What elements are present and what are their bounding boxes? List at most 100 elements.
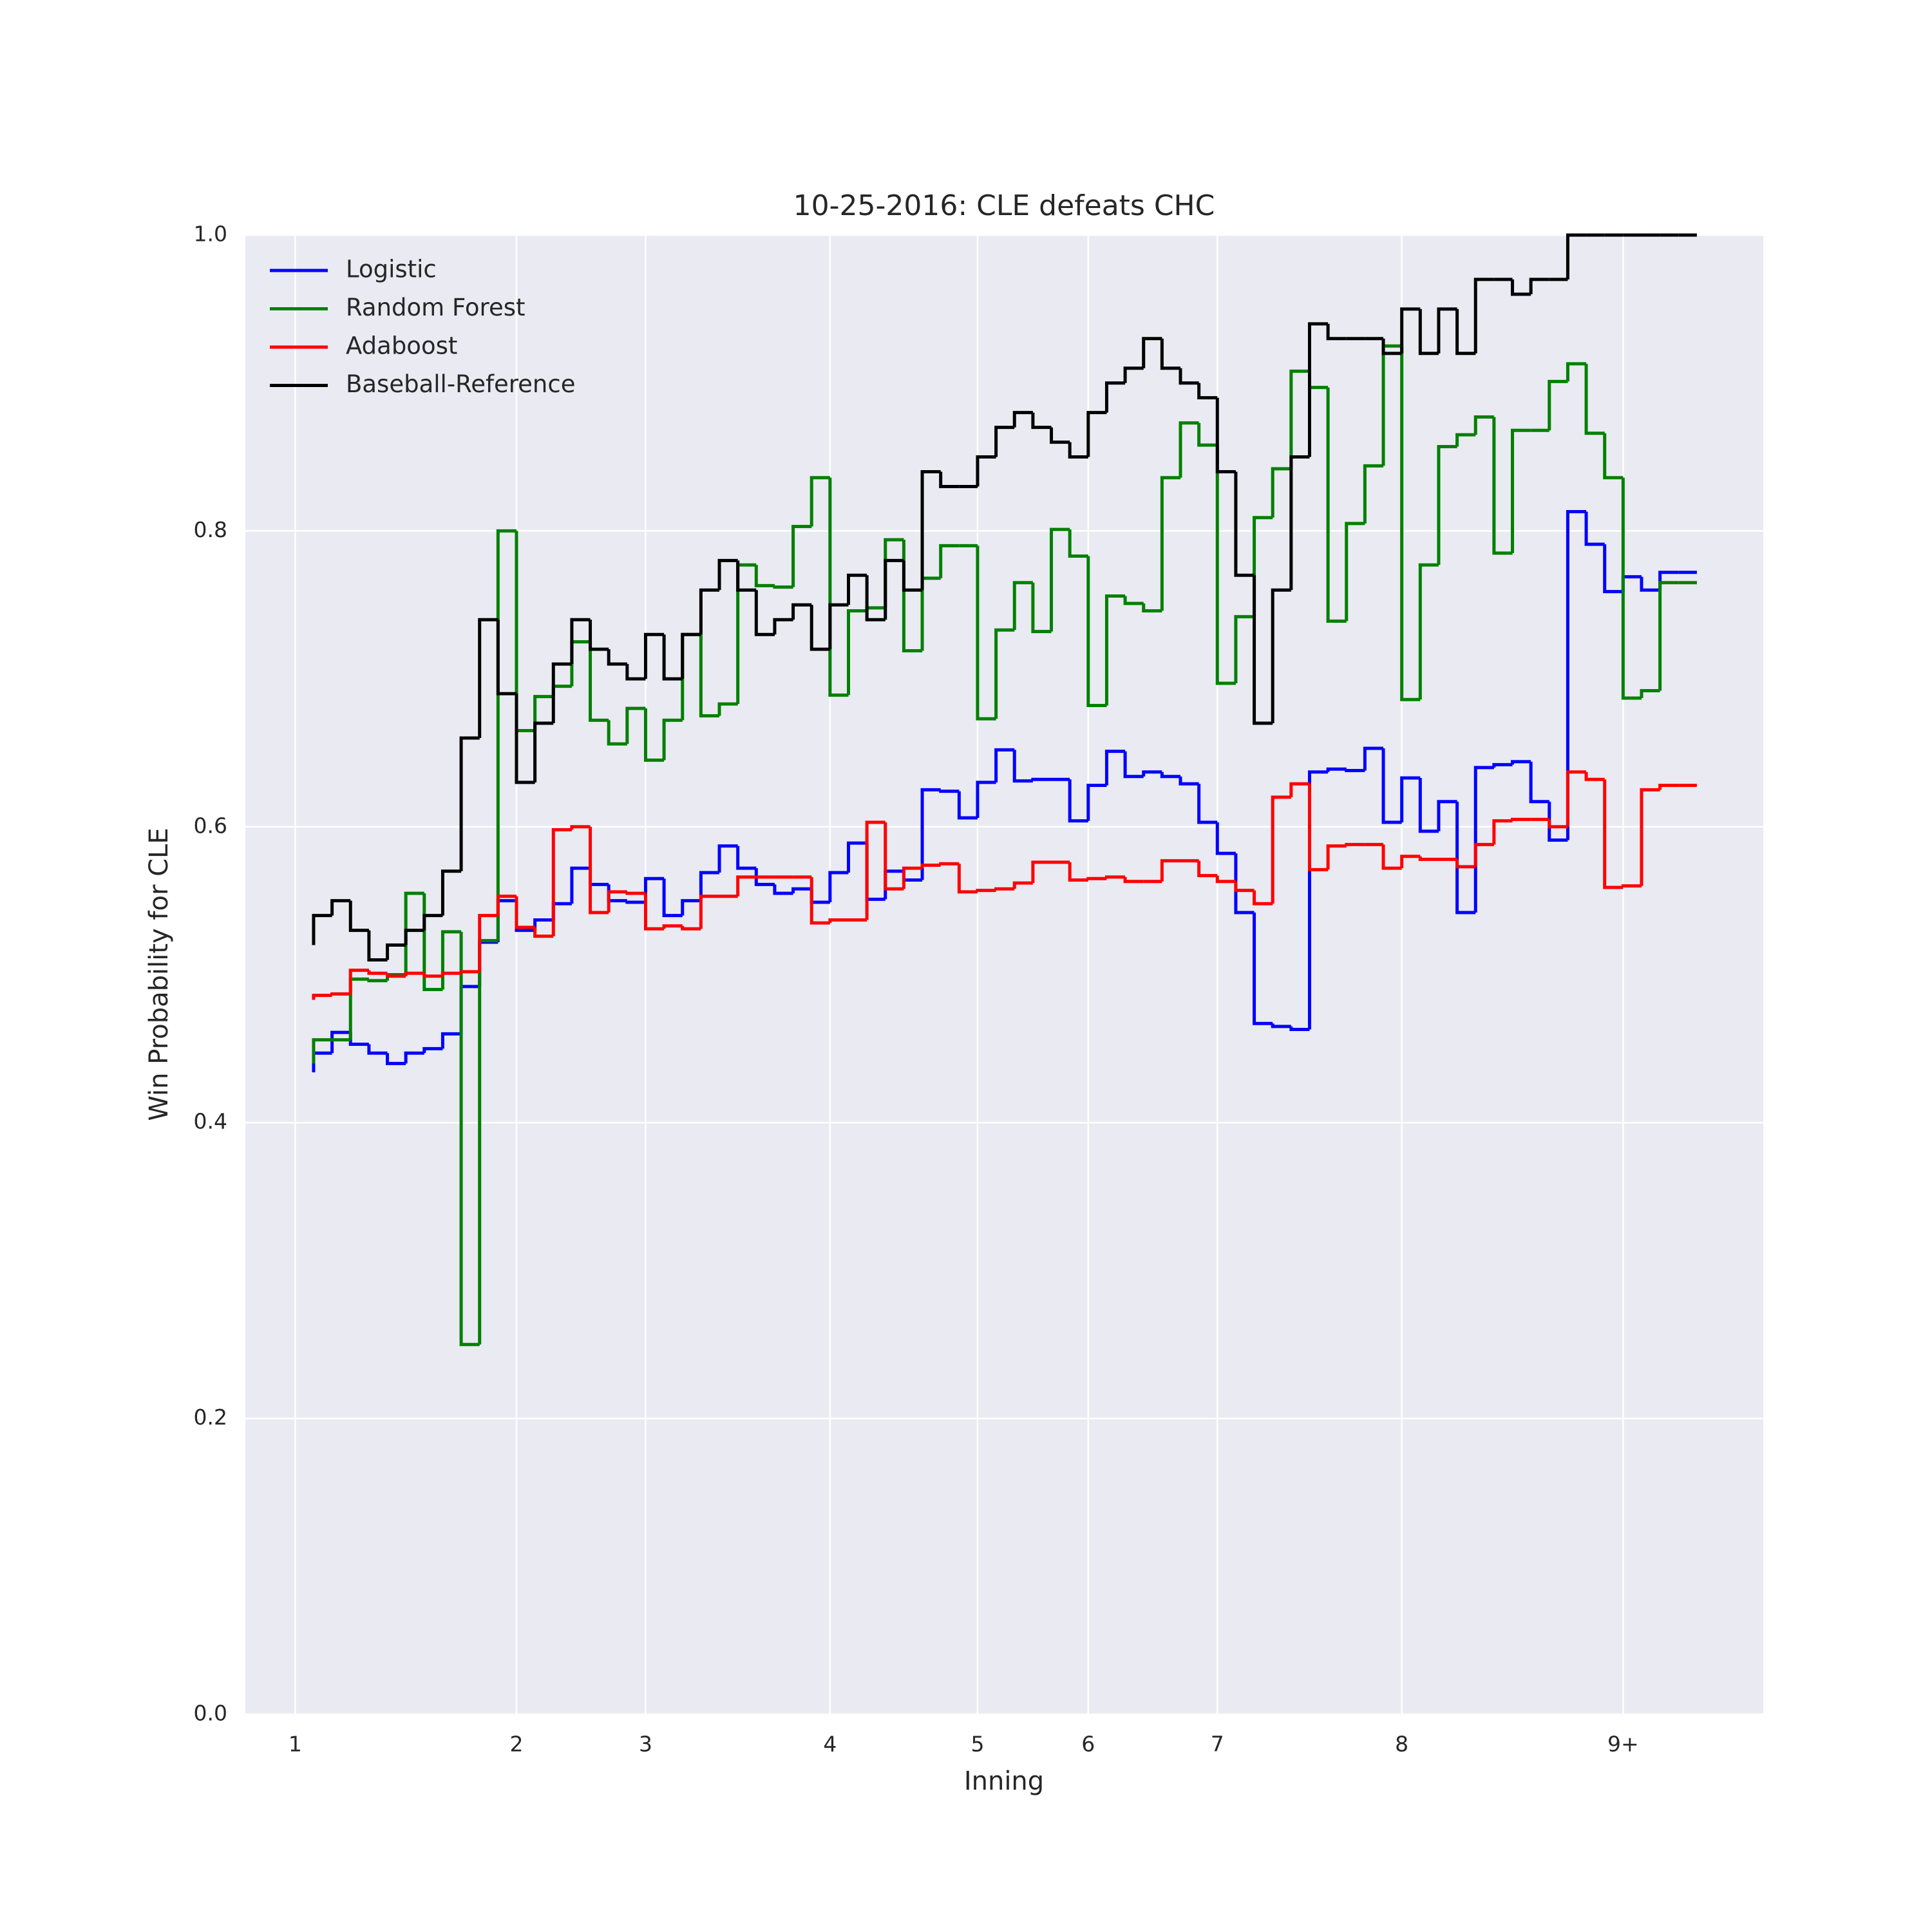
step-segment [976, 545, 996, 721]
x-tick-label: 2 [509, 1732, 523, 1757]
y-tick-label: 0.8 [194, 517, 227, 542]
step-segment [1455, 308, 1476, 355]
step-segment [994, 426, 1015, 457]
legend-label: Logistic [346, 256, 437, 283]
step-segment [1603, 544, 1624, 594]
step-segment [810, 476, 830, 527]
step-segment [1511, 428, 1531, 553]
step-segment [1253, 913, 1273, 1025]
x-tick-label: 5 [971, 1732, 984, 1757]
step-segment [1050, 527, 1070, 632]
step-segment [459, 931, 480, 1347]
step-segment [422, 1046, 443, 1054]
step-segment [920, 470, 941, 591]
step-segment [865, 820, 886, 920]
step-segment [643, 893, 665, 931]
step-segment [902, 866, 923, 889]
step-segment [607, 890, 627, 913]
step-segment [1086, 876, 1107, 880]
step-segment [404, 929, 424, 945]
step-segment [1068, 862, 1088, 882]
step-segment [1511, 760, 1531, 765]
step-segment [551, 662, 572, 724]
x-tick-label: 7 [1211, 1732, 1224, 1757]
step-segment [976, 889, 996, 893]
step-segment [1142, 770, 1162, 777]
step-segment [330, 899, 351, 916]
x-tick-label: 8 [1395, 1732, 1408, 1757]
step-segment [1603, 779, 1624, 889]
legend-label: Adaboost [346, 332, 457, 360]
step-segment [1123, 751, 1144, 779]
step-segment [570, 618, 591, 665]
step-segment [1215, 445, 1236, 685]
step-segment [1345, 522, 1365, 621]
step-segment [773, 618, 793, 635]
step-segment [1455, 801, 1476, 914]
step-segment [1437, 444, 1457, 565]
step-segment [994, 628, 1015, 719]
step-segment [1271, 795, 1291, 904]
step-segment [828, 603, 849, 650]
step-segment [589, 620, 609, 651]
step-segment [681, 899, 701, 916]
step-segment [440, 869, 462, 916]
step-segment [1326, 767, 1347, 772]
step-segment [312, 1038, 332, 1064]
step-segment [478, 914, 498, 972]
step-segment [515, 896, 535, 929]
step-segment [1418, 308, 1439, 355]
step-segment [994, 748, 1015, 782]
step-segment [1640, 688, 1660, 698]
step-segment [884, 822, 904, 891]
y-tick-label: 0.6 [194, 813, 227, 838]
step-segment [1381, 844, 1402, 870]
step-segment [1104, 875, 1126, 879]
step-segment [976, 455, 996, 487]
step-segment [1455, 859, 1476, 869]
step-segment [570, 866, 591, 904]
step-segment [496, 895, 516, 916]
step-segment [1326, 323, 1347, 341]
step-segment [1455, 433, 1476, 447]
step-segment [404, 1051, 424, 1064]
step-segment [1031, 860, 1052, 884]
step-segment [736, 846, 757, 870]
step-segment [1473, 415, 1494, 435]
step-segment [386, 973, 406, 978]
step-segment [625, 900, 646, 904]
step-segment [1234, 615, 1255, 683]
step-segment [1566, 362, 1587, 382]
step-segment [1086, 556, 1107, 707]
chart-title: 10-25-2016: CLE defeats CHC [793, 189, 1215, 222]
step-segment [1658, 581, 1679, 691]
step-segment [533, 927, 554, 938]
step-segment [404, 971, 424, 976]
step-segment [1012, 411, 1033, 428]
y-axis-label: Win Probability for CLE [144, 828, 174, 1121]
step-segment [367, 1044, 388, 1055]
step-segment [348, 969, 369, 994]
step-segment [1400, 307, 1421, 354]
step-segment [496, 529, 516, 941]
step-segment [1548, 801, 1568, 842]
step-segment [422, 914, 443, 931]
step-segment [1086, 411, 1107, 457]
step-segment [1584, 772, 1605, 781]
step-segment [1271, 1023, 1291, 1028]
step-segment [1363, 746, 1384, 771]
step-segment [496, 620, 516, 696]
step-segment [1400, 346, 1421, 701]
step-segment [1548, 819, 1568, 829]
step-segment [440, 971, 462, 976]
step-segment [1031, 412, 1052, 430]
step-segment [607, 649, 627, 666]
step-segment [533, 695, 554, 731]
step-segment [717, 844, 738, 873]
step-segment [1473, 842, 1494, 867]
step-segment [1179, 421, 1199, 478]
step-segment [1492, 762, 1513, 768]
step-segment [1012, 581, 1033, 630]
step-segment [625, 664, 646, 681]
